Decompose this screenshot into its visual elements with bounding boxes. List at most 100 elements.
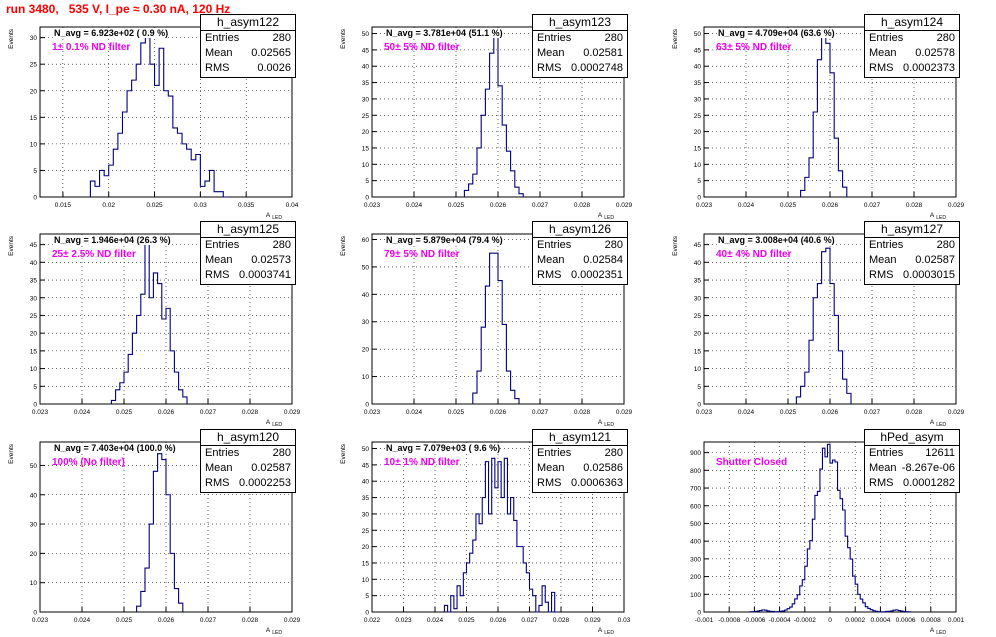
histogram-bin bbox=[801, 386, 805, 404]
histogram-bin bbox=[826, 248, 830, 404]
histogram-bin bbox=[504, 458, 507, 612]
y-tick-label: 20 bbox=[694, 129, 702, 136]
stats-label: Entries bbox=[869, 238, 903, 253]
x-tick-label: 0.028 bbox=[574, 202, 591, 209]
x-tick-label: 0.027 bbox=[521, 617, 538, 624]
x-tick-label: 0.022 bbox=[364, 617, 381, 624]
y-tick-label: 5 bbox=[365, 593, 369, 600]
histogram-bin bbox=[149, 298, 153, 404]
stats-value: 0.0002748 bbox=[571, 61, 623, 76]
histogram-bin bbox=[477, 371, 481, 404]
histogram-bin bbox=[772, 611, 775, 612]
x-tick-label: 0.028 bbox=[906, 202, 923, 209]
histogram-bin bbox=[490, 53, 494, 197]
x-tick-label: -0.0004 bbox=[769, 617, 791, 624]
x-tick-label: 0.029 bbox=[616, 202, 633, 209]
x-tick-label: 0.024 bbox=[406, 202, 423, 209]
y-tick-label: 45 bbox=[694, 242, 702, 249]
y-tick-label: 40 bbox=[694, 260, 702, 267]
histogram-bin bbox=[888, 611, 891, 612]
x-tick-label: 0.029 bbox=[284, 409, 301, 416]
x-tick-label: 0.023 bbox=[696, 202, 713, 209]
histogram-bin bbox=[90, 181, 95, 197]
histogram-bin bbox=[205, 181, 210, 197]
histogram-bin bbox=[132, 80, 137, 197]
y-tick-label: 5 bbox=[697, 384, 701, 391]
y-tick-label: 20 bbox=[362, 129, 370, 136]
y-tick-label: 20 bbox=[30, 331, 38, 338]
histogram-bin bbox=[127, 91, 132, 197]
histogram-bin bbox=[860, 599, 863, 612]
stats-value: 0.0001282 bbox=[903, 476, 955, 491]
histogram-bin bbox=[830, 284, 834, 404]
y-tick-label: 35 bbox=[694, 80, 702, 87]
histogram-bin bbox=[214, 192, 219, 197]
histogram-bin bbox=[498, 86, 502, 197]
y-axis-label: Events bbox=[8, 28, 15, 49]
histogram-bin bbox=[149, 524, 153, 612]
stats-label: Entries bbox=[537, 238, 571, 253]
histogram-bin bbox=[498, 462, 501, 612]
histogram-bin bbox=[901, 611, 904, 612]
histogram-bin bbox=[164, 91, 169, 197]
x-tick-label: 0.024 bbox=[74, 409, 91, 416]
y-tick-label: 35 bbox=[30, 278, 38, 285]
page-title: run 3480, 535 V, I_pe ≈ 0.30 nA, 120 Hz bbox=[6, 2, 230, 16]
y-tick-label: 50 bbox=[362, 31, 370, 38]
stats-value: 280 bbox=[937, 31, 955, 46]
stats-value: 0.02587 bbox=[915, 253, 955, 268]
histogram-bin bbox=[124, 372, 128, 404]
x-tick-label: 0.029 bbox=[284, 617, 301, 624]
y-tick-label: 35 bbox=[694, 278, 702, 285]
histogram-bin bbox=[805, 177, 809, 197]
histogram-bin bbox=[511, 390, 515, 404]
y-tick-label: 5 bbox=[697, 178, 701, 185]
y-tick-label: 15 bbox=[694, 145, 702, 152]
histogram-bin bbox=[787, 609, 790, 612]
histogram-bin bbox=[843, 187, 847, 197]
histogram-bin bbox=[473, 540, 476, 612]
filter-label: Shutter Closed bbox=[716, 457, 787, 468]
y-tick-label: 20 bbox=[30, 88, 38, 95]
histogram-bin bbox=[840, 499, 843, 612]
histogram-bin bbox=[200, 186, 205, 197]
histogram-bin bbox=[492, 458, 495, 612]
stats-value: 0.0002373 bbox=[903, 61, 955, 76]
stats-label: Entries bbox=[205, 31, 239, 46]
histogram-bin bbox=[196, 155, 201, 198]
histogram-bin bbox=[485, 286, 489, 404]
stats-label: Mean bbox=[869, 46, 897, 61]
histogram-bin bbox=[830, 463, 833, 612]
stats-box-title: h_asym122 bbox=[201, 15, 295, 31]
x-tick-label: 0.025 bbox=[116, 617, 133, 624]
x-tick-label: -0.001 bbox=[695, 617, 714, 624]
x-tick-label: 0.023 bbox=[395, 617, 412, 624]
stats-label: RMS bbox=[869, 476, 893, 491]
y-tick-label: 35 bbox=[362, 80, 370, 87]
y-tick-label: 10 bbox=[30, 366, 38, 373]
y-tick-label: 10 bbox=[30, 141, 38, 148]
y-axis-label: Events bbox=[340, 28, 347, 49]
histogram-bin bbox=[785, 610, 788, 612]
stats-value: 0.02586 bbox=[583, 461, 623, 476]
histogram-bin bbox=[104, 176, 109, 197]
y-tick-label: 0 bbox=[365, 195, 369, 202]
histogram-bin bbox=[834, 138, 838, 197]
histogram-bin bbox=[494, 253, 498, 404]
stats-value: 280 bbox=[605, 238, 623, 253]
histogram-bin bbox=[137, 315, 141, 404]
stats-value: 280 bbox=[273, 31, 291, 46]
y-axis-label: Events bbox=[340, 443, 347, 464]
